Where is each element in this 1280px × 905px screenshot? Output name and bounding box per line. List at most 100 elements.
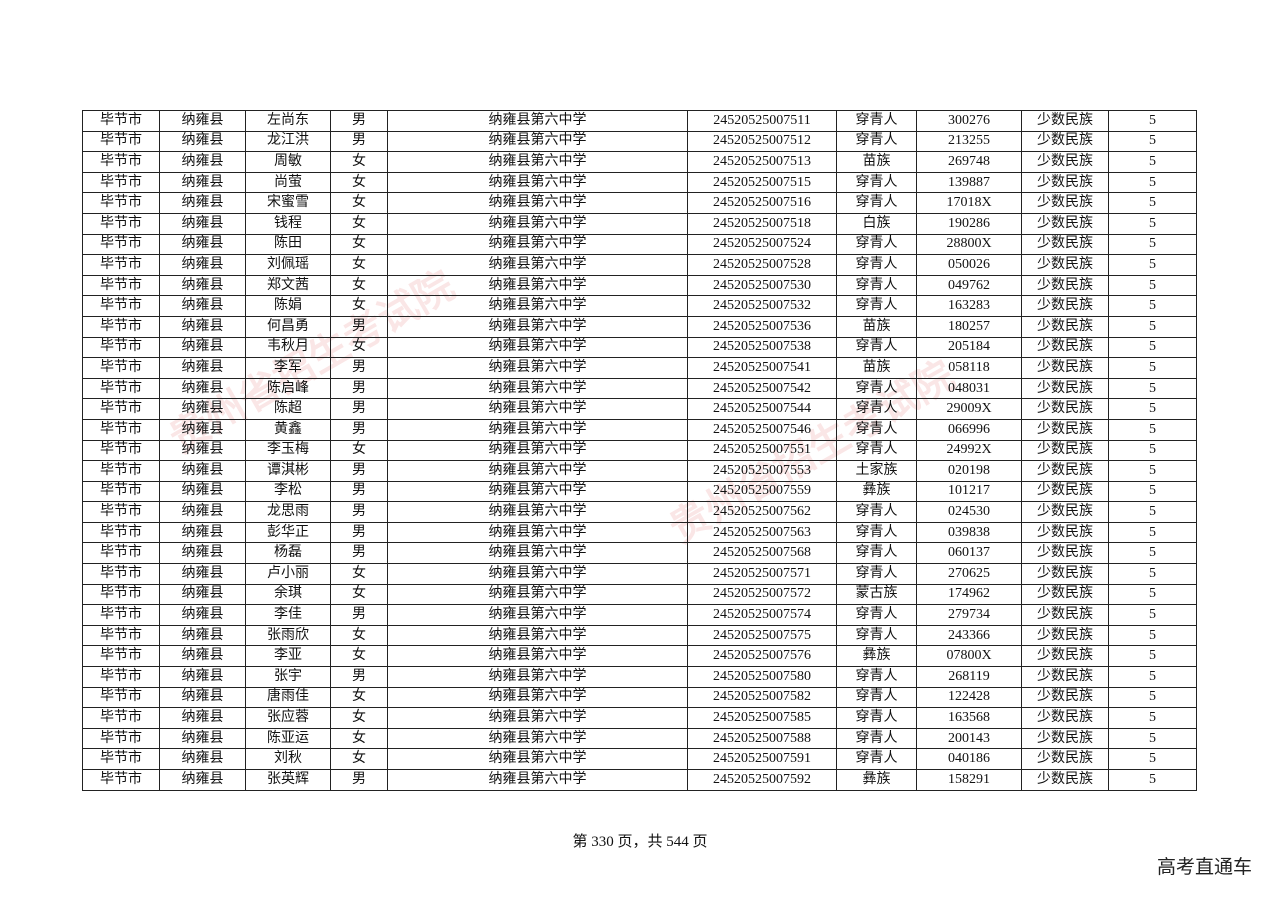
table-cell: 纳雍县 [159,501,246,523]
table-row: 毕节市 纳雍县 左尚东男纳雍县第六中学 24520525007511 穿青人 300276… [82,110,1197,132]
table-cell: 纳雍县 [159,130,246,153]
table-cell: 纳雍县 [159,171,246,194]
table-cell: 穿青人 [836,563,917,585]
table-cell: 毕节市 [82,439,160,462]
table-cell: 纳雍县第六中学 [387,357,688,379]
table-cell: 毕节市 [82,418,160,441]
table-cell: 24520525007528 [687,254,837,276]
table-row: 毕节市 纳雍县 尚萤女纳雍县第六中学 24520525007515 穿青人 139887 少… [82,171,1197,194]
table-row: 毕节市 纳雍县 刘佩瑶女纳雍县第六中学 24520525007528 穿青人 050026… [82,254,1197,276]
table-cell: 纳雍县第六中学 [387,624,688,647]
table-cell: 少数民族 [1021,336,1109,359]
table-cell: 纳雍县 [159,563,246,585]
table-cell: 纳雍县 [159,769,246,791]
table-row: 毕节市 纳雍县 陈启峰男纳雍县第六中学 24520525007542 穿青人 048031… [82,377,1197,400]
table-cell: 少数民族 [1021,274,1109,297]
table-cell: 039838 [916,521,1022,544]
table-cell: 毕节市 [82,110,160,132]
table-cell: 少数民族 [1021,480,1109,503]
table-cell: 纳雍县第六中学 [387,398,688,420]
table-cell: 24520525007563 [687,521,837,544]
page-number: 第 330 页，共 544 页 [572,834,708,850]
table-cell: 女 [330,707,388,729]
table-cell: 女 [330,212,388,235]
table-cell: 女 [330,274,388,297]
table-cell: 毕节市 [82,769,160,791]
table-cell: 杨磊 [245,542,331,565]
table-cell: 24520525007511 [687,110,837,132]
table-cell: 纳雍县第六中学 [387,171,688,194]
table-cell: 毕节市 [82,521,160,544]
table-cell: 纳雍县第六中学 [387,110,688,132]
table-cell: 穿青人 [836,542,917,565]
table-cell: 5 [1108,727,1197,750]
table-cell: 少数民族 [1021,110,1109,132]
table-cell: 毕节市 [82,501,160,523]
table-cell: 5 [1108,563,1197,585]
table-cell: 男 [330,377,388,400]
table-cell: 050026 [916,254,1022,276]
table-row: 毕节市 纳雍县 宋蜜雪女纳雍县第六中学 24520525007516 穿青人 17018X… [82,192,1197,214]
table-cell: 纳雍县 [159,336,246,359]
table-cell: 5 [1108,686,1197,709]
table-cell: 女 [330,624,388,647]
table-cell: 纳雍县第六中学 [387,748,688,770]
table-cell: 5 [1108,624,1197,647]
table-cell: 纳雍县 [159,645,246,668]
table-cell: 钱程 [245,212,331,235]
table-cell: 纳雍县 [159,377,246,400]
table-cell: 纳雍县 [159,295,246,317]
table-cell: 毕节市 [82,563,160,585]
table-cell: 韦秋月 [245,336,331,359]
table-cell: 毕节市 [82,171,160,194]
table-cell: 060137 [916,542,1022,565]
table-cell: 毕节市 [82,295,160,317]
table-cell: 5 [1108,315,1197,338]
table-cell: 李松 [245,480,331,503]
table-row: 毕节市 纳雍县 李玉梅女纳雍县第六中学 24520525007551 穿青人 24992X… [82,439,1197,462]
table-cell: 蒙古族 [836,583,917,606]
table-cell: 5 [1108,707,1197,729]
table-cell: 少数民族 [1021,151,1109,173]
table-cell: 174962 [916,583,1022,606]
table-cell: 张雨欣 [245,624,331,647]
table-cell: 5 [1108,604,1197,626]
table-cell: 5 [1108,460,1197,482]
table-cell: 纳雍县 [159,151,246,173]
table-cell: 纳雍县 [159,542,246,565]
table-cell: 苗族 [836,357,917,379]
table-cell: 李佳 [245,604,331,626]
table-cell: 纳雍县 [159,439,246,462]
table-cell: 穿青人 [836,274,917,297]
table-cell: 男 [330,357,388,379]
table-cell: 宋蜜雪 [245,192,331,214]
table-cell: 女 [330,336,388,359]
table-row: 毕节市 纳雍县 谭淇彬男纳雍县第六中学 24520525007553 土家族 020198… [82,460,1197,482]
table-cell: 纳雍县第六中学 [387,707,688,729]
table-row: 毕节市 纳雍县 李亚女纳雍县第六中学 24520525007576 彝族 07800X 少数… [82,645,1197,668]
table-cell: 穿青人 [836,521,917,544]
table-row: 毕节市 纳雍县 陈田女纳雍县第六中学 24520525007524 穿青人 28800X 少… [82,233,1197,256]
table-cell: 少数民族 [1021,542,1109,565]
table: 毕节市 纳雍县 左尚东男纳雍县第六中学 24520525007511 穿青人 300276… [82,110,1197,791]
table-cell: 陈启峰 [245,377,331,400]
table-cell: 男 [330,604,388,626]
table-cell: 卢小丽 [245,563,331,585]
table-row: 毕节市 纳雍县 刘秋女纳雍县第六中学 24520525007591 穿青人 040186 少… [82,748,1197,770]
table-cell: 穿青人 [836,418,917,441]
table-cell: 毕节市 [82,583,160,606]
table-cell: 180257 [916,315,1022,338]
table-cell: 200143 [916,727,1022,750]
table-cell: 毕节市 [82,727,160,750]
table-row: 毕节市 纳雍县 余琪女纳雍县第六中学 24520525007572 蒙古族 174962 少… [82,583,1197,606]
table-cell: 5 [1108,336,1197,359]
table-cell: 24520525007576 [687,645,837,668]
table-cell: 5 [1108,151,1197,173]
table-cell: 24520525007516 [687,192,837,214]
table-cell: 男 [330,666,388,688]
table-cell: 穿青人 [836,377,917,400]
table-cell: 24520525007575 [687,624,837,647]
table-row: 毕节市 纳雍县 黄鑫男纳雍县第六中学 24520525007546 穿青人 066996 少… [82,418,1197,441]
brand: 高考直通车 [1156,856,1252,878]
table-cell: 纳雍县第六中学 [387,192,688,214]
